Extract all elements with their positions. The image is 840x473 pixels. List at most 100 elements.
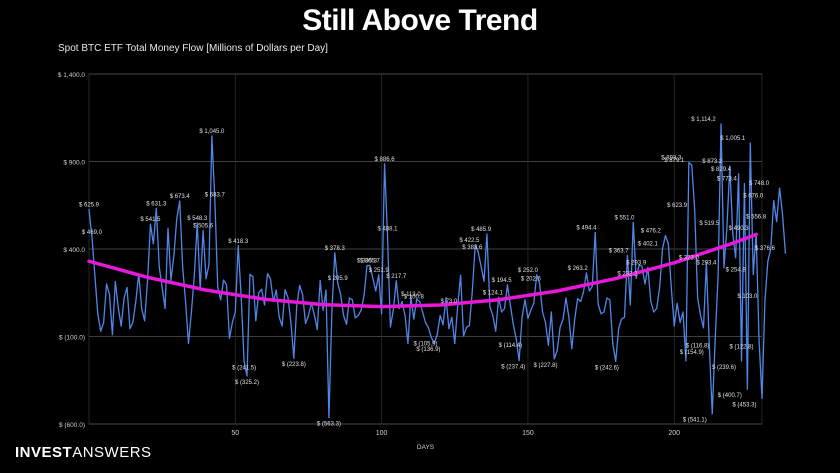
data-point <box>190 311 193 313</box>
data-point <box>366 264 368 267</box>
data-point <box>164 307 166 310</box>
data-point <box>319 280 321 282</box>
data-point <box>278 316 280 318</box>
data-label: $ 100.8 <box>404 294 425 300</box>
data-point <box>708 345 710 347</box>
data-label: $ 1,045.0 <box>199 129 225 135</box>
data-point <box>629 304 631 306</box>
data-point <box>726 227 728 229</box>
headline: Still Above Trend <box>302 4 538 37</box>
data-label: $ 676.0 <box>743 194 764 200</box>
data-point <box>451 316 453 318</box>
data-label: $ 205.9 <box>328 276 349 282</box>
data-point <box>302 293 304 296</box>
data-point <box>103 321 105 324</box>
data-point <box>460 274 462 276</box>
data-point <box>439 314 441 317</box>
data-point <box>682 311 684 313</box>
data-point <box>354 317 356 319</box>
data-point <box>498 296 500 298</box>
data-point <box>325 289 327 291</box>
y-tick-label: $ 400.0 <box>63 247 85 254</box>
data-label: $ 469.0 <box>82 230 103 236</box>
data-point <box>246 375 248 377</box>
data-point <box>647 266 649 269</box>
data-label: $ (325.2) <box>235 380 259 386</box>
data-point <box>126 286 128 289</box>
data-point <box>129 328 131 330</box>
data-point <box>749 142 751 144</box>
data-point <box>773 200 775 202</box>
data-point <box>702 327 705 329</box>
data-point <box>187 342 190 345</box>
data-point <box>509 304 511 306</box>
data-point <box>205 278 207 280</box>
data-point <box>94 274 96 276</box>
x-tick-label: 50 <box>231 430 239 437</box>
data-point <box>746 388 748 390</box>
data-point <box>249 273 251 275</box>
data-point <box>392 309 394 311</box>
data-point <box>661 248 664 250</box>
data-label: $ (105.9) <box>413 342 437 348</box>
data-label: $ 673.4 <box>170 194 191 200</box>
data-label: $ (136.9) <box>416 347 440 353</box>
data-point <box>149 223 152 225</box>
data-point <box>679 321 681 324</box>
data-point <box>711 413 713 415</box>
data-label: $ 293.4 <box>696 261 717 267</box>
data-label: $ 383.6 <box>462 245 483 251</box>
data-point <box>389 326 391 328</box>
data-label: $ 113.0 <box>401 292 421 298</box>
data-point <box>375 290 377 292</box>
data-point <box>644 283 646 285</box>
data-point <box>653 311 655 313</box>
y-tick-label: $ (100.0) <box>59 335 85 342</box>
data-label: $ (154.9) <box>680 350 704 356</box>
grid-layer <box>88 73 763 425</box>
data-point <box>266 272 269 275</box>
data-point <box>776 220 778 223</box>
data-point <box>571 348 573 350</box>
data-point <box>407 342 409 345</box>
data-point <box>351 299 353 301</box>
data-point <box>579 300 582 303</box>
data-point <box>492 314 494 317</box>
data-point <box>620 318 623 320</box>
data-point <box>585 272 588 274</box>
data-label: $ 494.4 <box>576 225 597 231</box>
data-point <box>395 280 397 282</box>
data-label: $ 252.0 <box>518 268 539 274</box>
data-point <box>559 326 561 328</box>
data-point <box>536 274 538 276</box>
data-label: $ 305.3 <box>357 259 378 265</box>
data-label: $ 748.0 <box>749 181 770 187</box>
trend-layer <box>87 232 758 309</box>
data-point <box>515 338 517 340</box>
data-label: $ 519.5 <box>699 221 720 227</box>
data-point <box>518 359 520 362</box>
data-point <box>158 265 160 268</box>
data-label: $ 217.7 <box>386 274 407 280</box>
data-point <box>732 232 734 234</box>
data-point <box>381 313 383 315</box>
data-point <box>465 326 468 329</box>
data-label: $ 548.3 <box>187 216 208 222</box>
data-point <box>378 274 380 276</box>
y-tick-label: $ (600.0) <box>59 422 85 429</box>
data-point <box>530 309 532 311</box>
data-point <box>635 277 637 279</box>
data-point <box>146 280 149 282</box>
data-label: $ 683.7 <box>205 192 226 198</box>
data-point <box>720 123 722 125</box>
data-label: $ 363.7 <box>609 248 630 254</box>
data-point <box>541 311 544 313</box>
data-label: $ 194.5 <box>492 278 513 284</box>
data-label: $ 541.5 <box>140 217 161 223</box>
data-point <box>752 273 754 276</box>
data-point <box>512 323 514 325</box>
data-label: $ 556.8 <box>746 215 767 221</box>
data-point <box>594 231 596 234</box>
data-point <box>445 297 447 299</box>
data-point <box>193 274 195 276</box>
